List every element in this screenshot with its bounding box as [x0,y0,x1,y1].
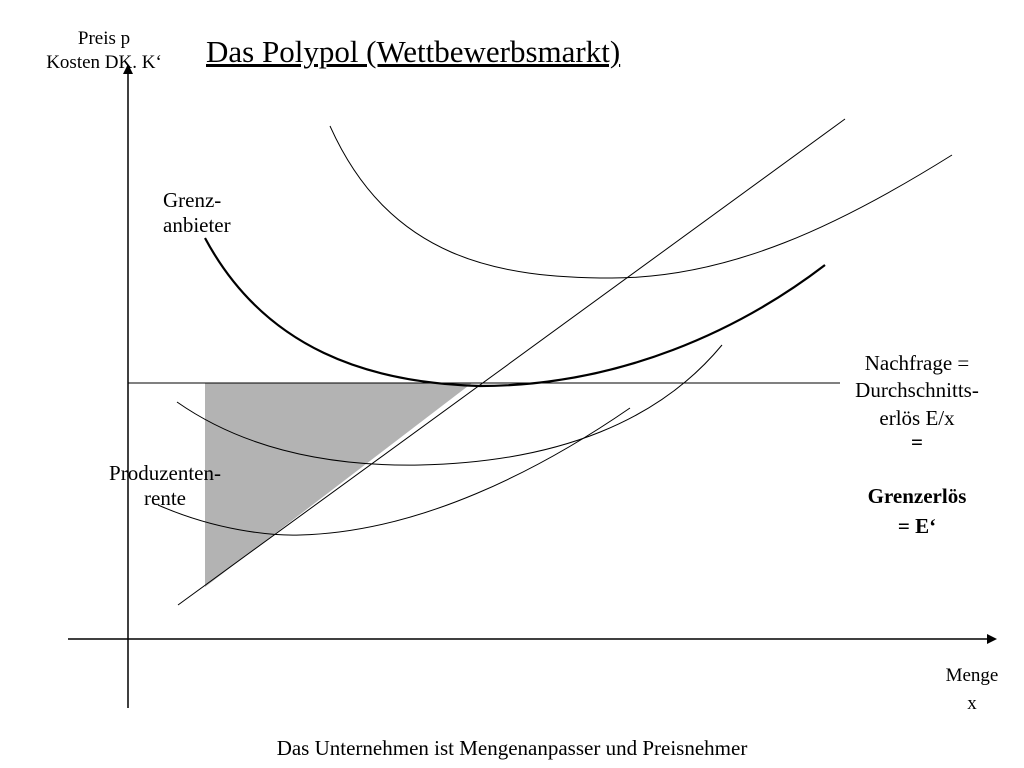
grenzanbieter-label-line-2: anbieter [163,213,231,238]
nachfrage-label-line-2: Durchschnitts- [855,378,979,403]
middle-cost-curve [176,344,723,466]
grenzanbieter-label-line-1: Grenz- [163,188,222,212]
nachfrage-label: Nachfrage = Durchschnitts- erlös E/x = [832,350,1002,453]
produzentenrente-area [205,383,472,587]
x-axis-label-line-2: x [967,692,977,714]
produzentenrente-label-line-1: Produzenten- [109,461,221,485]
lower-cost-curve [157,407,631,536]
produzentenrente-label-line-2: rente [144,486,186,511]
y-axis-label: Preis p Kosten DK. K‘ [24,27,184,75]
y-axis-label-line-1: Preis p [77,28,131,49]
produzentenrente-label: Produzenten- rente [95,461,235,511]
grenzkosten-line [177,118,846,606]
x-axis-label: Menge x [930,662,1014,717]
grenzerloes-label-line-1: Grenzerlös [867,484,967,508]
grenzanbieter-curve [204,237,826,388]
y-axis-label-line-2: Kosten DK. K‘ [46,51,162,73]
grenzanbieter-label: Grenz- anbieter [163,188,231,238]
nachfrage-label-line-3: erlös E/x [879,405,955,430]
upper-cost-curve [329,125,953,279]
nachfrage-label-equals: = [911,429,923,454]
x-axis-label-line-1: Menge [945,665,999,686]
footer-caption: Das Unternehmen ist Mengenanpasser und P… [276,736,748,760]
grenzerloes-label-line-2: = E‘ [897,514,937,539]
nachfrage-label-line-1: Nachfrage = [864,351,970,375]
grenzerloes-label: Grenzerlös = E‘ [832,481,1002,542]
slide-title: Das Polypol (Wettbewerbsmarkt) [206,34,621,69]
